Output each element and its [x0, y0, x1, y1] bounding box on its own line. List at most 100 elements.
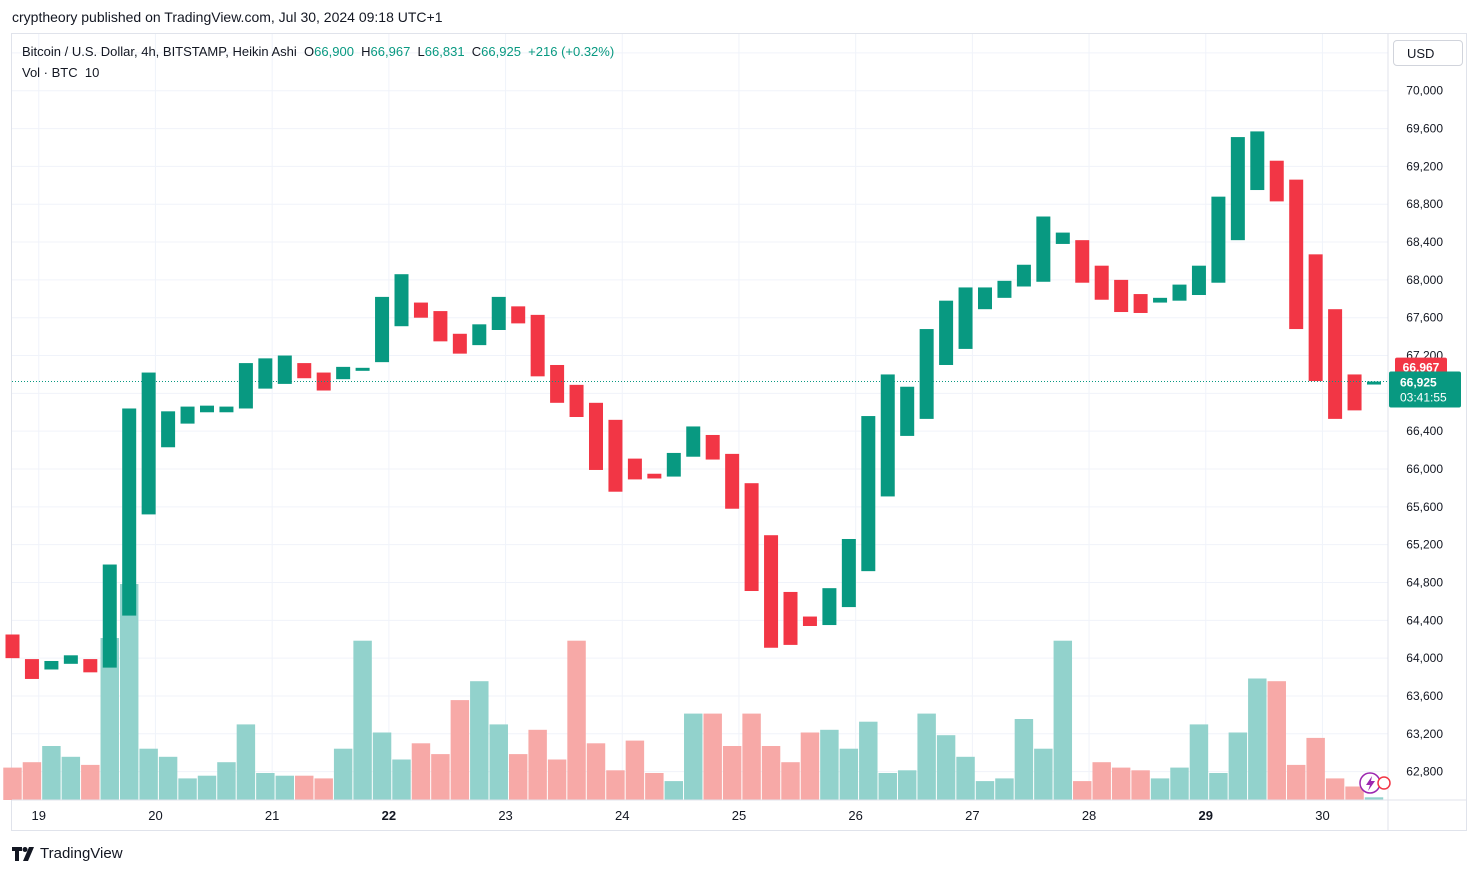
- candle-up: [1211, 196, 1226, 283]
- candle-up: [375, 296, 390, 363]
- candle-up: [1250, 131, 1265, 191]
- candle-down: [1269, 160, 1284, 202]
- chart-frame: [11, 33, 1467, 831]
- candle-up: [939, 300, 954, 365]
- y-tick-label: 70,000: [1406, 84, 1443, 98]
- candle-down: [1133, 294, 1148, 313]
- volume-bar: [995, 778, 1014, 800]
- volume-bar: [606, 770, 625, 800]
- candle-up: [122, 408, 137, 616]
- candle-up: [141, 372, 156, 515]
- candle-up: [841, 538, 856, 608]
- volume-bar: [761, 746, 781, 800]
- candle-down: [764, 535, 779, 648]
- volume-bar: [722, 746, 742, 800]
- candle-down: [569, 384, 584, 417]
- y-tick-label: 68,800: [1406, 197, 1443, 211]
- volume-value: 10: [84, 65, 100, 80]
- volume-bar: [61, 756, 81, 800]
- candle-up: [1016, 264, 1031, 287]
- candle-up: [1230, 137, 1245, 241]
- y-tick-label: 65,600: [1406, 500, 1443, 514]
- volume-bar: [1248, 678, 1267, 800]
- volume-bar: [100, 638, 119, 800]
- candle-down: [608, 419, 623, 492]
- y-tick-label: 65,200: [1406, 538, 1443, 552]
- volume-bar: [1092, 762, 1111, 800]
- publisher-line: cryptheory published on TradingView.com,…: [12, 9, 443, 25]
- candle-down: [1114, 279, 1129, 313]
- volume-bar: [236, 724, 256, 800]
- volume-bar: [119, 584, 139, 800]
- volume-bar: [684, 713, 703, 800]
- candle-up: [180, 406, 195, 424]
- candle-up: [238, 363, 253, 409]
- candle-down: [452, 333, 467, 354]
- symbol-label[interactable]: Bitcoin / U.S. Dollar, 4h, BITSTAMP, Hei…: [22, 44, 297, 59]
- change-value: +216 (+0.32%): [528, 44, 615, 59]
- candle-up: [258, 358, 273, 389]
- time-axis: 19 20 21 22 23 24 25 26 27 28 29 30: [12, 799, 1466, 823]
- high-value: 66,967: [370, 44, 411, 59]
- candle-up: [1367, 381, 1381, 385]
- volume-bar: [197, 775, 217, 800]
- volume-bar: [431, 754, 450, 800]
- candle-up: [472, 324, 487, 346]
- candle-down: [725, 453, 740, 509]
- low-value: 66,831: [424, 44, 465, 59]
- candle-up: [997, 280, 1012, 298]
- tradingview-logo[interactable]: TradingView: [12, 845, 123, 862]
- volume-bar: [1053, 640, 1073, 800]
- candle-up: [822, 588, 837, 626]
- high-price-label: 66,967: [1403, 361, 1440, 375]
- volume-bar: [820, 729, 839, 800]
- volume-bar: [256, 773, 275, 800]
- x-tick-label: 20: [148, 808, 162, 823]
- currency-button[interactable]: USD: [1393, 40, 1463, 66]
- volume-bar: [742, 713, 761, 800]
- countdown-label: 03:41:55: [1400, 391, 1447, 405]
- volume-bar: [859, 721, 878, 800]
- candle-up: [686, 426, 701, 457]
- volume-bar: [664, 781, 684, 800]
- x-tick-label: 22: [382, 808, 396, 823]
- volume-bar: [178, 778, 197, 800]
- volume-bar: [295, 775, 314, 800]
- candle-up: [277, 355, 292, 384]
- volume-bar: [703, 713, 722, 800]
- high-label: H: [361, 44, 371, 59]
- volume-bar: [450, 700, 470, 800]
- volume-bar: [1014, 719, 1034, 800]
- candle-up: [394, 274, 409, 327]
- y-tick-label: 64,800: [1406, 575, 1443, 589]
- y-tick-label: 63,600: [1406, 689, 1443, 703]
- volume-bar: [411, 743, 431, 800]
- candle-up: [880, 374, 895, 497]
- lightning-glyph: [1366, 776, 1375, 791]
- y-tick-label: 68,000: [1406, 273, 1443, 287]
- volume-bar: [1150, 778, 1170, 800]
- volume-bar: [1073, 781, 1092, 800]
- candle-up: [978, 287, 992, 310]
- candle-down: [413, 302, 428, 318]
- candle-up: [1036, 216, 1051, 282]
- x-tick-label: 19: [32, 808, 46, 823]
- volume-bar: [1267, 681, 1286, 800]
- volume-bar: [392, 759, 411, 800]
- volume-bar: [508, 754, 528, 800]
- candle-down: [627, 458, 642, 480]
- candle-down: [83, 659, 98, 673]
- y-tick-label: 62,800: [1406, 765, 1443, 779]
- candle-up: [102, 564, 117, 668]
- candles: [5, 131, 1381, 679]
- candle-up: [861, 416, 876, 572]
- volume-label[interactable]: Vol · BTC: [22, 65, 78, 80]
- y-tick-label: 67,600: [1406, 311, 1443, 325]
- volume-bar: [781, 762, 800, 800]
- volume-bar: [956, 756, 975, 800]
- candle-up: [491, 296, 506, 330]
- close-label: C: [471, 44, 482, 59]
- candle-down: [705, 434, 720, 460]
- volume-bar: [1364, 797, 1384, 800]
